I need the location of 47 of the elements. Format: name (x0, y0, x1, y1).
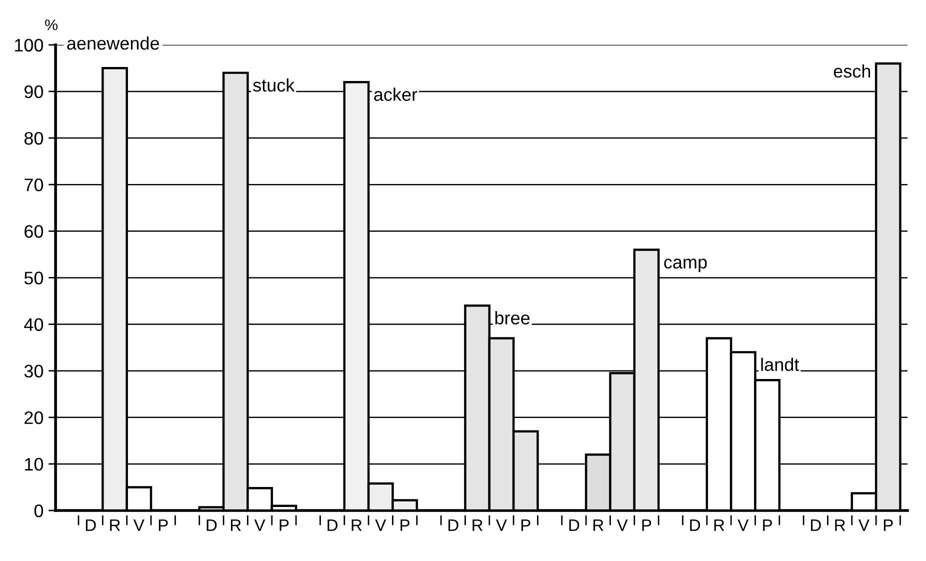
x-tick-label: R (230, 519, 241, 531)
annotation: esch (834, 64, 870, 78)
y-tick-label: 0 (34, 504, 44, 518)
x-tick-label: R (352, 519, 362, 531)
x-tick-label: P (521, 519, 530, 531)
x-tick-label: V (738, 519, 749, 531)
y-tick-label: 100 (15, 38, 44, 52)
y-tick-label: 80 (24, 132, 44, 145)
y-tick-label: 10 (25, 458, 44, 471)
x-tick-label: D (206, 519, 217, 531)
y-axis-title: % (45, 19, 58, 30)
x-tick-label: P (400, 519, 410, 531)
annotation: aenewende (67, 36, 160, 50)
y-tick-label: 20 (24, 411, 44, 424)
y-tick-label: 50 (24, 272, 44, 284)
y-tick-label: 90 (24, 85, 44, 98)
x-tick-label: V (858, 519, 870, 531)
x-tick-label: P (158, 519, 168, 531)
annotation: bree (495, 311, 530, 324)
x-tick-label: D (569, 519, 580, 531)
x-tick-label: V (496, 519, 507, 531)
y-tick-label: 40 (24, 318, 44, 331)
x-tick-label: D (448, 519, 458, 531)
annotation: landt (761, 358, 800, 372)
x-tick-label: V (133, 519, 144, 531)
x-tick-label: P (884, 519, 893, 531)
x-tick-label: R (714, 519, 724, 531)
x-tick-label: P (280, 519, 289, 531)
x-tick-label: V (616, 519, 628, 531)
x-tick-label: P (763, 519, 772, 531)
y-tick-label: 30 (24, 364, 44, 378)
x-tick-label: D (810, 519, 821, 531)
x-tick-label: D (690, 519, 700, 531)
y-tick-label: 60 (24, 225, 44, 238)
x-tick-label: R (472, 519, 483, 531)
x-tick-label: R (110, 519, 120, 531)
x-tick-label: P (642, 519, 652, 531)
x-tick-label: R (593, 519, 604, 531)
x-tick-label: D (328, 519, 338, 531)
x-tick-label: R (835, 519, 846, 531)
annotation: camp (664, 258, 707, 272)
x-tick-label: V (375, 519, 386, 531)
annotation: acker (374, 88, 418, 101)
x-tick-label: V (254, 519, 266, 531)
annotation: stuck (253, 78, 295, 92)
x-tick-label: D (86, 519, 96, 531)
y-tick-label: 70 (24, 178, 44, 192)
